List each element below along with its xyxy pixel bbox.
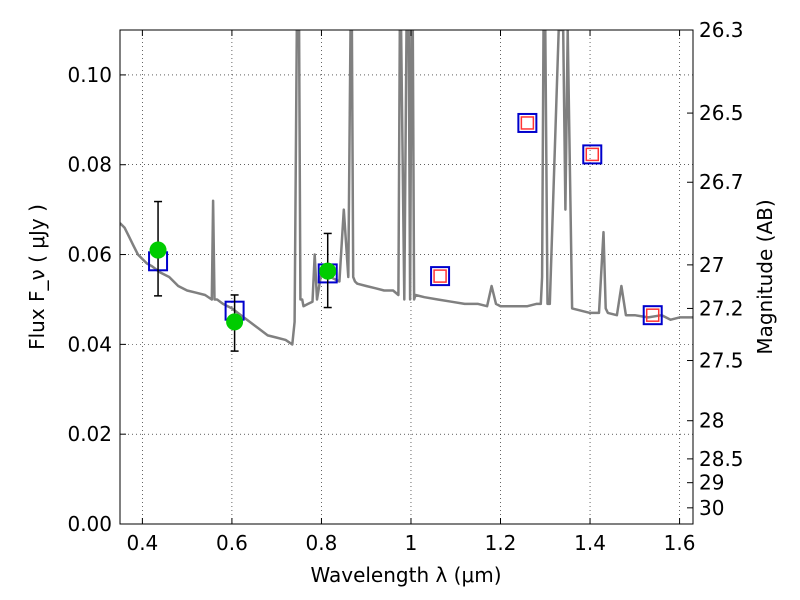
- right-tick-label: 28.5: [699, 447, 744, 471]
- right-tick-label: 29: [699, 471, 724, 495]
- photometry-square-marker: [582, 144, 603, 165]
- y-tick-label: 0.10: [67, 63, 112, 87]
- y-axis-label-right: Magnitude (AB): [753, 199, 777, 354]
- x-tick-label: 0.4: [126, 531, 158, 555]
- spectrum-line: [120, 30, 693, 346]
- y-axis-label-left: Flux F_ν ( μJy ): [25, 204, 49, 350]
- x-tick-label: 0.8: [306, 531, 338, 555]
- model-square-marker: [585, 147, 600, 162]
- right-tick-label: 26.7: [699, 170, 744, 194]
- x-tick-label: 1: [405, 531, 418, 555]
- y-tick-label: 0.04: [67, 332, 112, 356]
- x-axis-label: Wavelength λ (μm): [310, 563, 501, 587]
- plot-frame: [119, 29, 694, 525]
- y-tick-label: 0.06: [67, 243, 112, 267]
- right-tick-label: 30: [699, 496, 724, 520]
- photometry-square-marker: [642, 305, 663, 326]
- right-tick-label: 27.2: [699, 296, 744, 320]
- right-tick-label: 26.5: [699, 101, 744, 125]
- x-tick-label: 1.4: [574, 531, 606, 555]
- x-tick-label: 0.6: [216, 531, 248, 555]
- model-square-marker: [433, 269, 447, 283]
- right-tick-label: 26.3: [699, 18, 744, 42]
- y-tick-label: 0.00: [67, 512, 112, 536]
- x-tick-label: 1.2: [485, 531, 517, 555]
- right-tick-label: 27.5: [699, 349, 744, 373]
- observed-flux-point: [319, 262, 337, 280]
- y-tick-label: 0.08: [67, 153, 112, 177]
- model-square-marker: [520, 116, 535, 130]
- observed-flux-point: [226, 313, 244, 331]
- right-tick-label: 27: [699, 253, 724, 277]
- y-tick-label: 0.02: [67, 422, 112, 446]
- observed-flux-point: [149, 241, 167, 259]
- right-tick-label: 28: [699, 409, 724, 433]
- photometry-square-marker: [430, 266, 451, 287]
- model-square-marker: [645, 308, 660, 322]
- x-tick-label: 1.6: [664, 531, 696, 555]
- photometry-square-marker: [517, 112, 538, 133]
